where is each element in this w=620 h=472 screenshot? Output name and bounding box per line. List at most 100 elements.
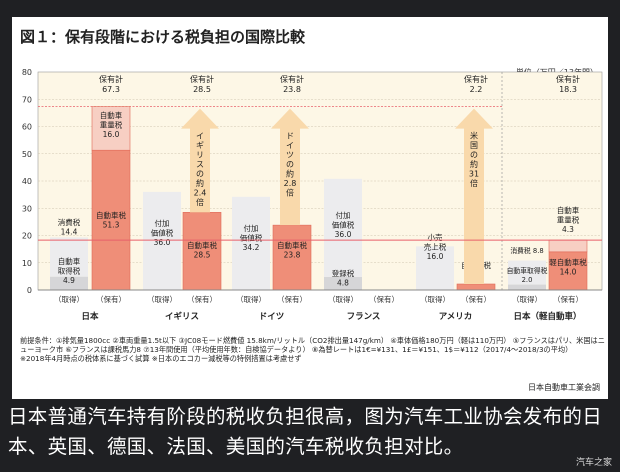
x-bar-label: （取得） [328, 294, 358, 304]
y-tick-label: 40 [22, 177, 32, 186]
segment-label: 小売 [428, 232, 443, 242]
y-tick-label: 60 [22, 123, 32, 132]
arrow-label: リ [196, 151, 204, 160]
segment-label: 価値税 [240, 232, 263, 242]
segment-label: 4.9 [63, 276, 75, 285]
total-label: 28.5 [193, 85, 211, 94]
segment-label: 自動車税 [187, 240, 217, 250]
x-bar-label: （取得） [512, 294, 542, 304]
y-tick-label: 70 [22, 95, 32, 104]
segment-label: 4.8 [337, 279, 349, 288]
country-label: アメリカ [439, 312, 473, 322]
arrow-label: ド [286, 132, 294, 141]
arrow-label: ツ [286, 151, 294, 160]
bar-segment [548, 239, 588, 253]
segment-label: 16.0 [103, 130, 120, 139]
arrow-label: 国 [470, 141, 478, 150]
watermark: 汽车之家 [575, 458, 612, 468]
arrow-label: 米 [470, 131, 478, 141]
country-label: 日本（軽自動車） [513, 311, 581, 322]
x-bar-label: （取得） [147, 294, 177, 304]
x-bar-label: （保有） [96, 294, 126, 304]
arrow-label: イ [196, 132, 204, 141]
segment-label: 自動車税 [96, 210, 126, 220]
note-remarks: ※2018年4月時点の税体系に基づく試算 ※日本のエコカー減税等の特例措置は考慮… [20, 354, 302, 363]
segment-label: 売上税 [424, 242, 447, 252]
total-label: 18.3 [559, 85, 577, 94]
arrow-label: 約 [286, 169, 294, 179]
bar-segment [272, 224, 312, 291]
chart: 01020304050607080自動車取得税4.9消費税14.4（取得）自動車… [22, 68, 603, 322]
arrow-label: イ [286, 141, 294, 150]
arrow-label: ギ [196, 141, 204, 150]
x-bar-label: （取得） [236, 294, 266, 304]
segment-label: 自動車 [557, 205, 580, 215]
segment-label: 登録税 [332, 268, 355, 278]
country-label: ドイツ [259, 312, 285, 322]
segment-label: 28.5 [194, 251, 211, 260]
x-bar-label: （保有） [553, 294, 583, 304]
x-bar-label: （保有） [277, 294, 307, 304]
segment-label: 消費税 [58, 217, 81, 227]
bar-segment [50, 237, 88, 277]
y-tick-label: 0 [27, 286, 32, 295]
comparison-arrow [271, 108, 309, 226]
segment-label: 軽自動車税 [549, 257, 587, 267]
segment-label: 4.3 [562, 225, 574, 234]
total-label: 保有計 [99, 74, 123, 84]
arrow-label: 約 [470, 159, 478, 169]
arrow-label: 2.4 [194, 189, 207, 198]
segment-label: 自動車 [58, 256, 81, 266]
y-tick-label: 80 [22, 68, 32, 77]
chart-title: 図１：保有段階における税負担の国際比較 [20, 28, 306, 46]
total-label: 23.8 [283, 85, 301, 94]
segment-label: 自動車取得税 [507, 266, 548, 275]
bar-segment [508, 284, 546, 290]
segment-label: 36.0 [335, 230, 352, 239]
segment-label: 重量税 [100, 120, 123, 130]
y-tick-label: 50 [22, 150, 32, 159]
total-label: 保有計 [280, 74, 304, 84]
segment-label: 14.0 [560, 268, 577, 277]
x-bar-label: （取得） [54, 294, 84, 304]
segment-label: 2.0 [522, 276, 533, 284]
x-bar-label: （保有） [461, 294, 491, 304]
bar-segment [508, 260, 546, 285]
x-bar-label: （保有） [369, 294, 399, 304]
arrow-label: 倍 [196, 197, 204, 207]
caption: 日本普通汽车持有阶段的税收负担很高，图为汽车工业协会发布的日本、英国、德国、法国… [8, 405, 603, 458]
bar-segment [50, 276, 88, 290]
total-label: 保有計 [464, 74, 488, 84]
arrow-label: 31 [469, 170, 479, 179]
segment-label: 51.3 [103, 221, 120, 230]
bar-segment [456, 283, 496, 291]
arrow-label: の [196, 170, 204, 179]
segment-label: 14.4 [61, 228, 78, 237]
note-conditions: 前提条件：①排気量1800cc ②車両重量1.5t以下 ③JC08モード燃費値 … [20, 336, 605, 354]
segment-label: 価値税 [151, 227, 174, 237]
segment-label: 付加 [155, 218, 170, 228]
y-tick-label: 20 [22, 232, 32, 241]
bar-segment [416, 246, 454, 290]
segment-label: 消費税 8.8 [510, 246, 543, 255]
arrow-label: の [470, 151, 478, 160]
bar-segment [324, 276, 362, 290]
arrow-label: 倍 [286, 188, 294, 198]
segment-label: 価値税 [332, 220, 355, 230]
notes: 前提条件：①排気量1800cc ②車両重量1.5t以下 ③JC08モード燃費値 … [20, 336, 605, 363]
total-label: 2.2 [470, 85, 483, 94]
country-label: フランス [347, 312, 381, 322]
arrow-label: 約 [196, 178, 204, 188]
x-bar-label: （取得） [420, 294, 450, 304]
segment-label: 取得税 [58, 266, 81, 276]
total-label: 67.3 [102, 85, 120, 94]
bar-segment [91, 106, 131, 151]
country-label: 日本 [81, 311, 99, 322]
arrow-label: の [286, 160, 294, 169]
arrow-label: 倍 [470, 178, 478, 188]
bar-segment [324, 178, 362, 277]
total-label: 保有計 [190, 74, 214, 84]
source-label: 日本自動車工業会調 [528, 383, 600, 392]
bar-segment [548, 251, 588, 291]
comparison-arrow [181, 108, 219, 213]
